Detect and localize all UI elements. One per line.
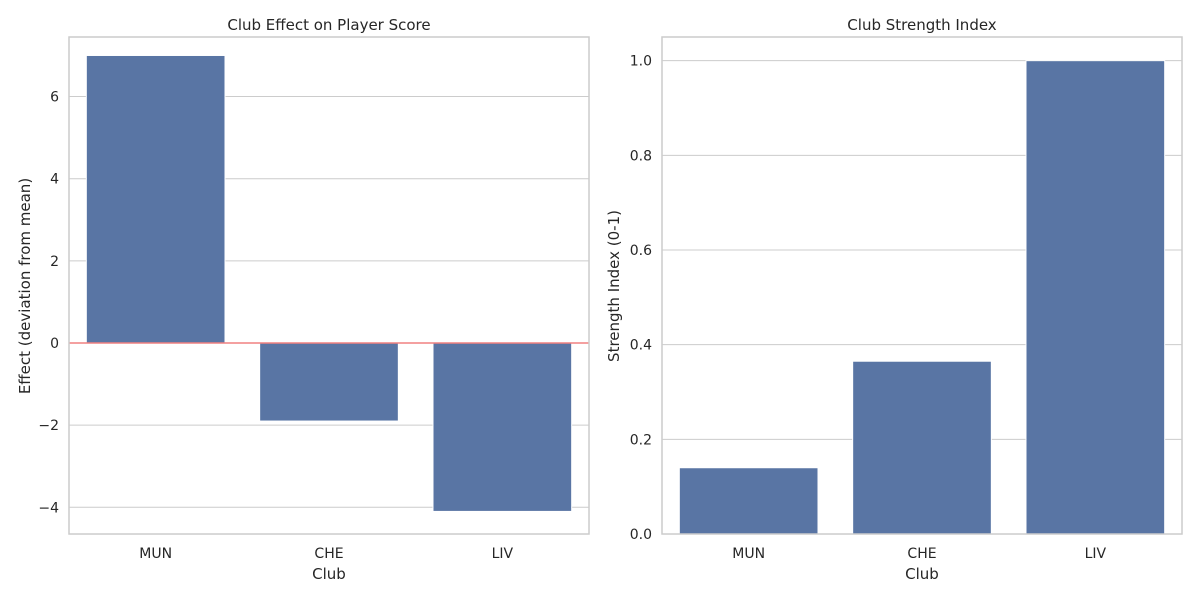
plot-area [68, 36, 590, 535]
y-tick-label: −4 [38, 500, 59, 516]
club-strength-chart: Club Strength Index Club Strength Index … [605, 16, 1183, 583]
chart-title: Club Effect on Player Score [227, 16, 430, 34]
x-axis-label: Club [905, 565, 939, 583]
plot-frame [68, 36, 590, 535]
y-tick-label: 0.4 [630, 338, 652, 354]
x-tick-label: LIV [1085, 546, 1107, 562]
y-tick-label: −2 [38, 418, 59, 434]
y-tick-label: 1.0 [630, 54, 652, 70]
x-tick-label: MUN [732, 546, 765, 562]
y-tick-label: 0 [50, 336, 59, 352]
bar-liv [432, 342, 573, 512]
y-tick-label: 6 [50, 90, 59, 106]
club-effect-chart: Club Effect on Player Score Club Effect … [16, 16, 590, 583]
x-tick-label: CHE [314, 546, 343, 562]
x-axis-label: Club [312, 565, 346, 583]
bar-mun [678, 467, 819, 535]
x-tick-label: CHE [907, 546, 936, 562]
y-tick-label: 0.2 [630, 432, 652, 448]
bar-mun [85, 54, 226, 344]
chart-title: Club Strength Index [847, 16, 997, 34]
bar-liv [1025, 60, 1166, 535]
bar-che [259, 342, 399, 422]
y-tick-label: 2 [50, 254, 59, 270]
y-axis-label: Strength Index (0-1) [605, 210, 623, 362]
y-tick-label: 0.0 [630, 527, 652, 543]
plot-frame [661, 36, 1183, 535]
x-tick-label: MUN [139, 546, 172, 562]
plot-area [661, 36, 1183, 535]
y-tick-label: 4 [50, 172, 59, 188]
x-tick-label: LIV [492, 546, 514, 562]
y-axis-label: Effect (deviation from mean) [16, 178, 34, 394]
y-tick-label: 0.8 [630, 148, 652, 164]
bar-che [852, 360, 992, 535]
y-tick-label: 0.6 [630, 243, 652, 259]
